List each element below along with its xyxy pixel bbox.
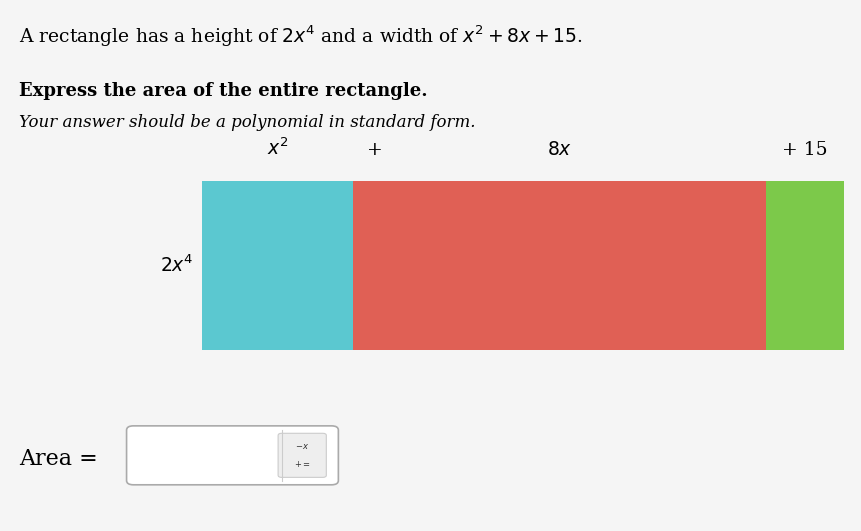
Text: $2x^4$: $2x^4$ bbox=[160, 255, 194, 276]
Bar bbox=[202, 181, 353, 350]
FancyBboxPatch shape bbox=[127, 426, 338, 485]
Text: Express the area of the entire rectangle.: Express the area of the entire rectangle… bbox=[19, 82, 428, 100]
Text: +: + bbox=[367, 141, 382, 159]
Text: + 15: + 15 bbox=[783, 141, 827, 159]
Text: $8x$: $8x$ bbox=[547, 141, 573, 159]
Text: Area =: Area = bbox=[19, 448, 97, 470]
Text: Your answer should be a polynomial in standard form.: Your answer should be a polynomial in st… bbox=[19, 114, 475, 131]
Text: $-x$: $-x$ bbox=[295, 442, 309, 451]
Text: A rectangle has a height of $2x^4$ and a width of $x^2+8x+15$.: A rectangle has a height of $2x^4$ and a… bbox=[19, 24, 583, 49]
Bar bbox=[353, 181, 766, 350]
FancyBboxPatch shape bbox=[278, 433, 326, 477]
Text: $+=$: $+=$ bbox=[294, 459, 311, 469]
Bar bbox=[766, 181, 844, 350]
Text: $x^2$: $x^2$ bbox=[267, 138, 288, 159]
